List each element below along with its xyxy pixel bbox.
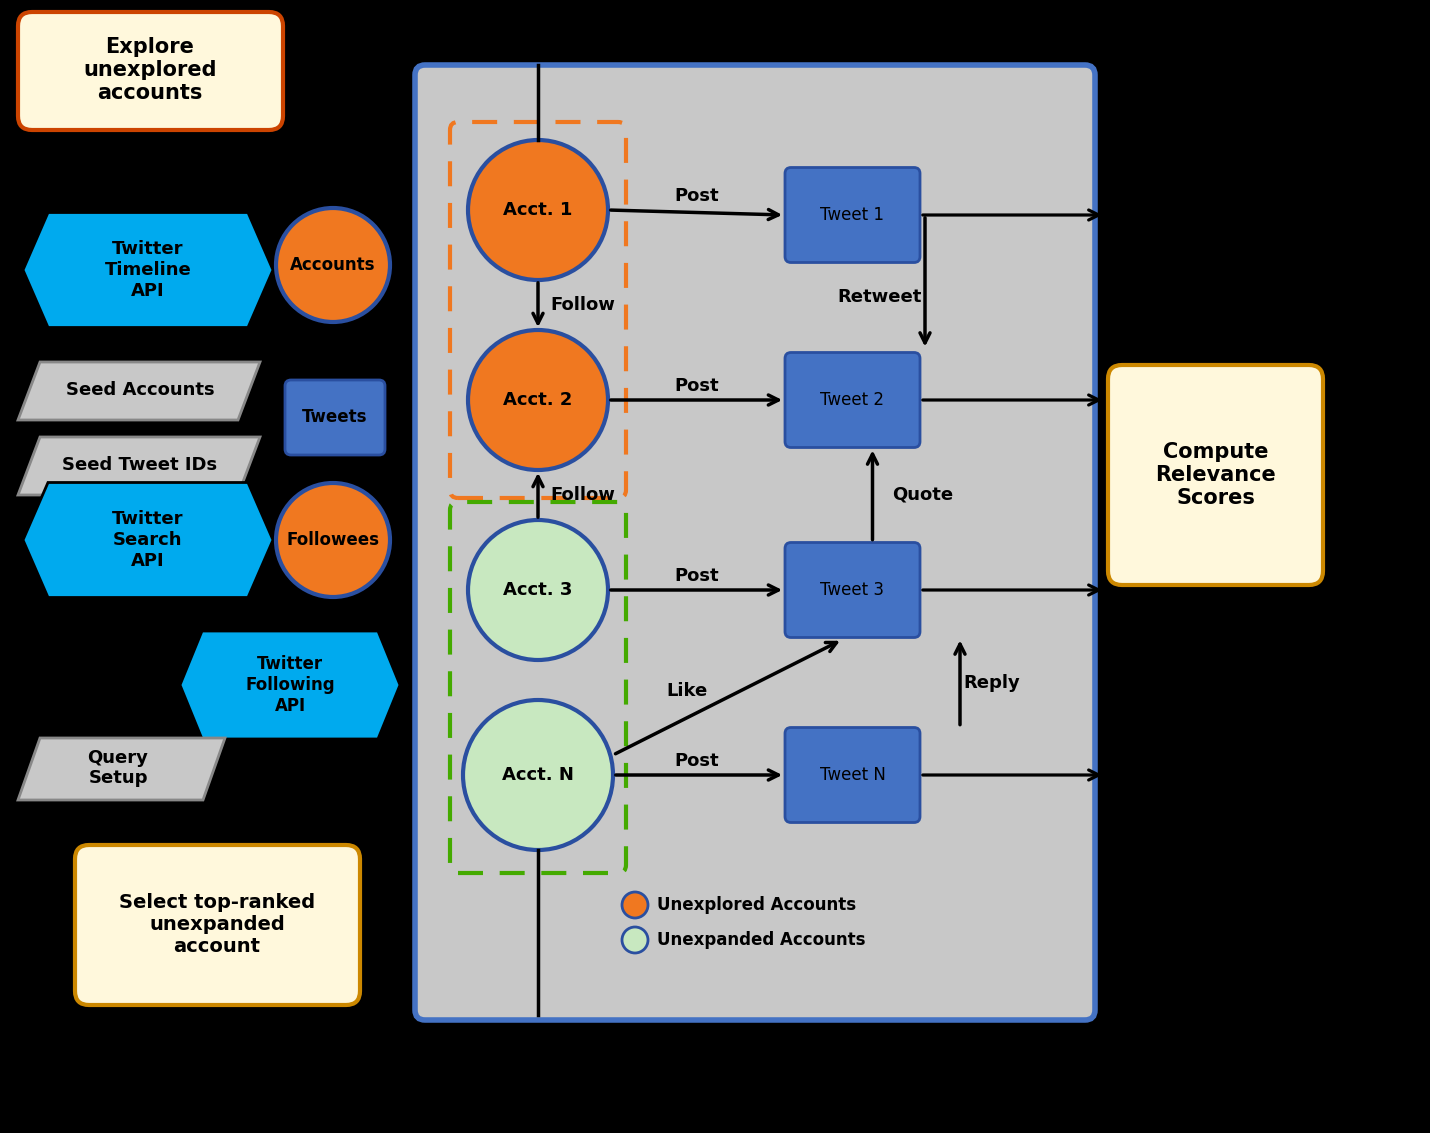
Text: Post: Post bbox=[674, 752, 719, 770]
Text: Tweet N: Tweet N bbox=[819, 766, 885, 784]
Text: Accounts: Accounts bbox=[290, 256, 376, 274]
Polygon shape bbox=[23, 213, 273, 327]
Text: Explore
unexplored
accounts: Explore unexplored accounts bbox=[83, 36, 217, 103]
Polygon shape bbox=[180, 631, 400, 739]
FancyBboxPatch shape bbox=[415, 65, 1095, 1020]
Polygon shape bbox=[23, 483, 273, 597]
Circle shape bbox=[622, 892, 648, 918]
FancyBboxPatch shape bbox=[785, 543, 919, 638]
FancyBboxPatch shape bbox=[785, 352, 919, 448]
Text: Tweet 3: Tweet 3 bbox=[821, 581, 885, 599]
Text: Compute
Relevance
Scores: Compute Relevance Scores bbox=[1155, 442, 1276, 509]
Polygon shape bbox=[19, 738, 225, 800]
Text: Quote: Quote bbox=[892, 486, 952, 504]
Text: Twitter
Timeline
API: Twitter Timeline API bbox=[104, 240, 192, 300]
Circle shape bbox=[468, 520, 608, 661]
FancyBboxPatch shape bbox=[74, 845, 360, 1005]
Text: Acct. 3: Acct. 3 bbox=[503, 581, 572, 599]
Circle shape bbox=[622, 927, 648, 953]
Text: Post: Post bbox=[674, 187, 719, 205]
Circle shape bbox=[276, 483, 390, 597]
Text: Twitter
Search
API: Twitter Search API bbox=[112, 510, 183, 570]
FancyBboxPatch shape bbox=[19, 12, 283, 130]
Circle shape bbox=[468, 140, 608, 280]
Circle shape bbox=[276, 208, 390, 322]
Text: Post: Post bbox=[674, 566, 719, 585]
Text: Acct. N: Acct. N bbox=[502, 766, 573, 784]
Text: Query
Setup: Query Setup bbox=[87, 749, 149, 787]
Text: Select top-ranked
unexpanded
account: Select top-ranked unexpanded account bbox=[119, 894, 315, 956]
Text: Seed Accounts: Seed Accounts bbox=[66, 381, 214, 399]
FancyBboxPatch shape bbox=[1108, 365, 1323, 585]
Text: Acct. 1: Acct. 1 bbox=[503, 201, 572, 219]
Circle shape bbox=[463, 700, 613, 850]
Text: Like: Like bbox=[666, 682, 706, 700]
Text: Tweet 2: Tweet 2 bbox=[821, 391, 885, 409]
Circle shape bbox=[468, 330, 608, 470]
Text: Twitter
Following
API: Twitter Following API bbox=[245, 655, 335, 715]
Polygon shape bbox=[19, 363, 260, 420]
Text: Unexplored Accounts: Unexplored Accounts bbox=[656, 896, 857, 914]
Text: Follow: Follow bbox=[551, 486, 615, 504]
Text: Seed Tweet IDs: Seed Tweet IDs bbox=[63, 455, 217, 474]
FancyBboxPatch shape bbox=[785, 168, 919, 263]
Text: Follow: Follow bbox=[551, 296, 615, 314]
FancyBboxPatch shape bbox=[285, 380, 385, 455]
FancyBboxPatch shape bbox=[785, 727, 919, 823]
Polygon shape bbox=[19, 437, 260, 495]
Text: Acct. 2: Acct. 2 bbox=[503, 391, 572, 409]
Text: Tweet 1: Tweet 1 bbox=[821, 206, 885, 224]
Text: Unexpanded Accounts: Unexpanded Accounts bbox=[656, 931, 865, 949]
Text: Post: Post bbox=[674, 377, 719, 395]
Text: Retweet: Retweet bbox=[838, 289, 922, 307]
Text: Tweets: Tweets bbox=[302, 408, 368, 426]
Text: Followees: Followees bbox=[286, 531, 379, 550]
Text: Reply: Reply bbox=[964, 673, 1021, 691]
